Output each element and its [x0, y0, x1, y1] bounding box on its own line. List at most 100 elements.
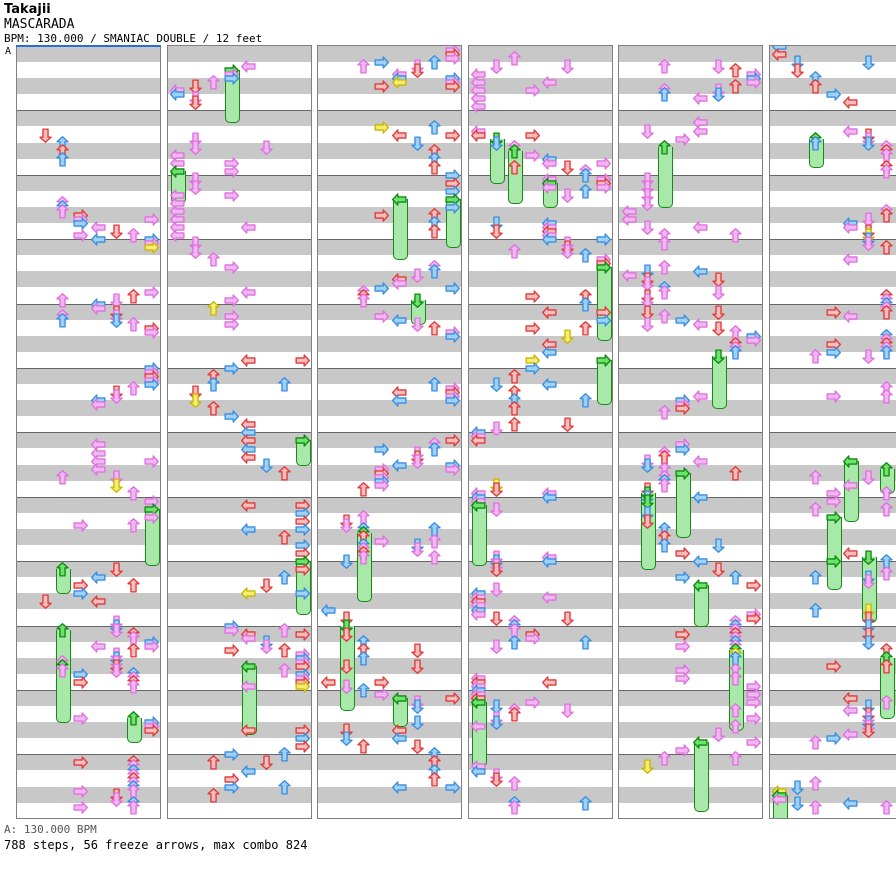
note-arrow: [143, 324, 160, 341]
note-arrow: [143, 453, 160, 470]
note-arrow: [710, 348, 727, 365]
note-arrow: [524, 694, 541, 711]
note-arrow: [506, 400, 523, 417]
freeze-body: [844, 460, 860, 522]
note-arrow: [789, 779, 806, 796]
note-arrow: [710, 320, 727, 337]
freeze-body: [676, 472, 692, 539]
bpm-marker-line: A: 130.000 BPM: [4, 823, 97, 836]
note-arrow: [488, 581, 505, 598]
chart-header: Takajii MASCARADA BPM: 130.000 / SMANIAC…: [4, 2, 262, 46]
note-arrow: [506, 416, 523, 433]
note-arrow: [506, 159, 523, 176]
note-arrow: [373, 533, 390, 550]
note-arrow: [541, 344, 558, 361]
note-arrow: [391, 457, 408, 474]
measure-bands: [318, 46, 461, 818]
stepchart-column-5: [618, 45, 763, 819]
note-arrow: [771, 791, 788, 808]
note-arrow: [276, 642, 293, 659]
note-arrow: [355, 58, 372, 75]
note-arrow: [559, 328, 576, 345]
freeze-body: [295, 561, 311, 615]
note-arrow: [426, 320, 443, 337]
note-arrow: [294, 521, 311, 538]
note-arrow: [240, 658, 257, 675]
note-arrow: [373, 280, 390, 297]
note-arrow: [488, 561, 505, 578]
note-arrow: [842, 308, 859, 325]
note-arrow: [807, 348, 824, 365]
note-arrow: [860, 573, 877, 590]
note-arrow: [639, 316, 656, 333]
note-arrow: [355, 738, 372, 755]
note-arrow: [223, 746, 240, 763]
note-arrow: [373, 54, 390, 71]
note-arrow: [692, 489, 709, 506]
note-arrow: [240, 521, 257, 538]
note-arrow: [710, 537, 727, 554]
freeze-body: [658, 146, 674, 208]
note-arrow: [470, 606, 487, 623]
note-arrow: [745, 734, 762, 751]
note-arrow: [541, 553, 558, 570]
note-arrow: [559, 702, 576, 719]
step-statistics: 788 steps, 56 freeze arrows, max combo 8…: [4, 838, 308, 852]
note-arrow: [807, 469, 824, 486]
freeze-body: [490, 138, 506, 184]
note-arrow: [577, 167, 594, 184]
note-arrow: [656, 537, 673, 554]
note-arrow: [674, 626, 691, 643]
note-arrow: [674, 465, 691, 482]
note-arrow: [470, 497, 487, 514]
note-arrow: [391, 275, 408, 292]
note-arrow: [656, 58, 673, 75]
note-arrow: [108, 791, 125, 808]
note-arrow: [639, 758, 656, 775]
note-arrow: [541, 674, 558, 691]
note-arrow: [559, 58, 576, 75]
note-arrow: [727, 465, 744, 482]
note-arrow: [727, 62, 744, 79]
note-field: [469, 46, 612, 818]
note-arrow: [656, 404, 673, 421]
note-arrow: [692, 90, 709, 107]
note-arrow: [338, 626, 355, 643]
note-arrow: [240, 58, 257, 75]
note-arrow: [409, 541, 426, 558]
note-arrow: [169, 86, 186, 103]
note-arrow: [391, 312, 408, 329]
note-arrow: [878, 207, 895, 224]
note-arrow: [205, 74, 222, 91]
note-arrow: [276, 569, 293, 586]
note-arrow: [674, 638, 691, 655]
note-arrow: [205, 787, 222, 804]
note-arrow: [338, 517, 355, 534]
note-arrow: [541, 376, 558, 393]
note-arrow: [90, 638, 107, 655]
note-arrow: [223, 259, 240, 276]
note-arrow: [842, 702, 859, 719]
freeze-body: [596, 359, 612, 406]
note-arrow: [338, 730, 355, 747]
note-arrow: [240, 722, 257, 739]
note-arrow: [276, 376, 293, 393]
note-arrow: [656, 86, 673, 103]
note-arrow: [674, 400, 691, 417]
note-arrow: [54, 203, 71, 220]
note-arrow: [205, 754, 222, 771]
note-arrow: [860, 634, 877, 651]
note-arrow: [488, 223, 505, 240]
note-arrow: [639, 123, 656, 140]
note-arrow: [860, 211, 877, 228]
note-arrow: [488, 58, 505, 75]
stepchart-column-4: [467, 45, 613, 819]
note-arrow: [577, 795, 594, 812]
note-arrow: [72, 783, 89, 800]
note-arrow: [444, 280, 461, 297]
note-arrow: [258, 577, 275, 594]
note-arrow: [727, 718, 744, 735]
note-arrow: [842, 795, 859, 812]
note-arrow: [444, 127, 461, 144]
note-arrow: [524, 82, 541, 99]
